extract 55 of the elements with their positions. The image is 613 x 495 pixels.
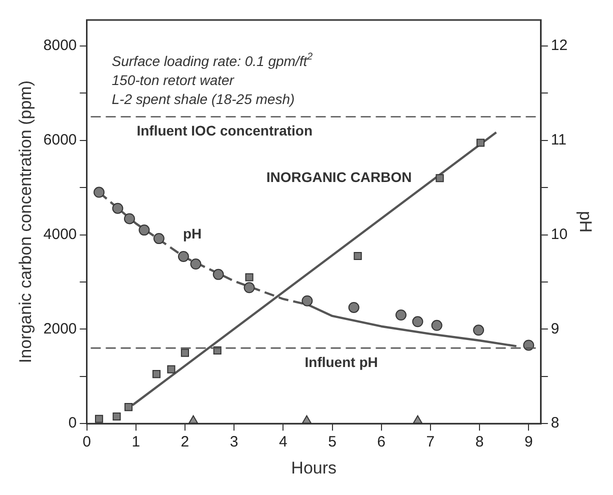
x-axis-title: Hours bbox=[291, 458, 337, 478]
x-tick-label: 1 bbox=[132, 434, 140, 451]
y2-tick-label: 8 bbox=[550, 414, 560, 432]
point bbox=[138, 224, 150, 236]
point bbox=[354, 252, 362, 260]
x-tick-label: 4 bbox=[278, 434, 288, 451]
series-label: pH bbox=[182, 225, 202, 242]
point bbox=[436, 174, 444, 182]
ref-line-label: Influent IOC concentration bbox=[136, 122, 313, 139]
point bbox=[523, 340, 534, 351]
x-tick-label: 3 bbox=[230, 434, 238, 451]
x-tick-label: 9 bbox=[524, 434, 533, 451]
point bbox=[112, 202, 124, 214]
point bbox=[124, 213, 135, 224]
point bbox=[302, 295, 313, 306]
point bbox=[95, 414, 104, 423]
y2-tick-label: 12 bbox=[550, 37, 568, 54]
point bbox=[476, 138, 485, 147]
point bbox=[112, 412, 121, 421]
y2-axis-title: pH bbox=[576, 210, 596, 233]
ref-line-label: Influent pH bbox=[304, 354, 378, 370]
point bbox=[124, 403, 133, 412]
point bbox=[94, 186, 105, 198]
y-tick-label: 4000 bbox=[43, 226, 77, 243]
point bbox=[348, 302, 360, 313]
point bbox=[190, 258, 202, 270]
y2-tick-label: 11 bbox=[550, 132, 566, 149]
point bbox=[212, 268, 224, 280]
y-tick-label: 0 bbox=[68, 414, 77, 432]
point bbox=[244, 282, 255, 294]
y2-tick-label: 9 bbox=[550, 320, 560, 338]
annotation: L-2 spent shale (18-25 mesh) bbox=[112, 91, 295, 107]
x-tick-label: 7 bbox=[426, 434, 435, 451]
x-tick-label: 6 bbox=[377, 434, 386, 451]
point bbox=[245, 273, 254, 282]
point bbox=[412, 316, 424, 328]
x-tick-label: 0 bbox=[82, 434, 91, 451]
point bbox=[152, 370, 161, 378]
y-tick-label: 6000 bbox=[43, 132, 77, 149]
y-tick-label: 2000 bbox=[43, 320, 77, 338]
x-tick-label: 5 bbox=[328, 434, 336, 451]
point bbox=[153, 233, 164, 244]
point bbox=[178, 250, 189, 262]
point bbox=[431, 320, 442, 331]
point bbox=[180, 348, 189, 357]
x-tick-label: 8 bbox=[475, 434, 484, 451]
annotation: 150-ton retort water bbox=[112, 72, 236, 88]
series-label: INORGANIC CARBON bbox=[266, 168, 412, 185]
y-tick-label: 8000 bbox=[43, 37, 77, 54]
x-tick-label: 2 bbox=[180, 434, 190, 451]
y-axis-title: Inorganic carbon concentration (ppm) bbox=[16, 80, 35, 364]
point bbox=[395, 310, 406, 321]
point bbox=[167, 365, 176, 374]
y2-tick-label: 10 bbox=[550, 226, 568, 243]
point bbox=[473, 324, 484, 336]
